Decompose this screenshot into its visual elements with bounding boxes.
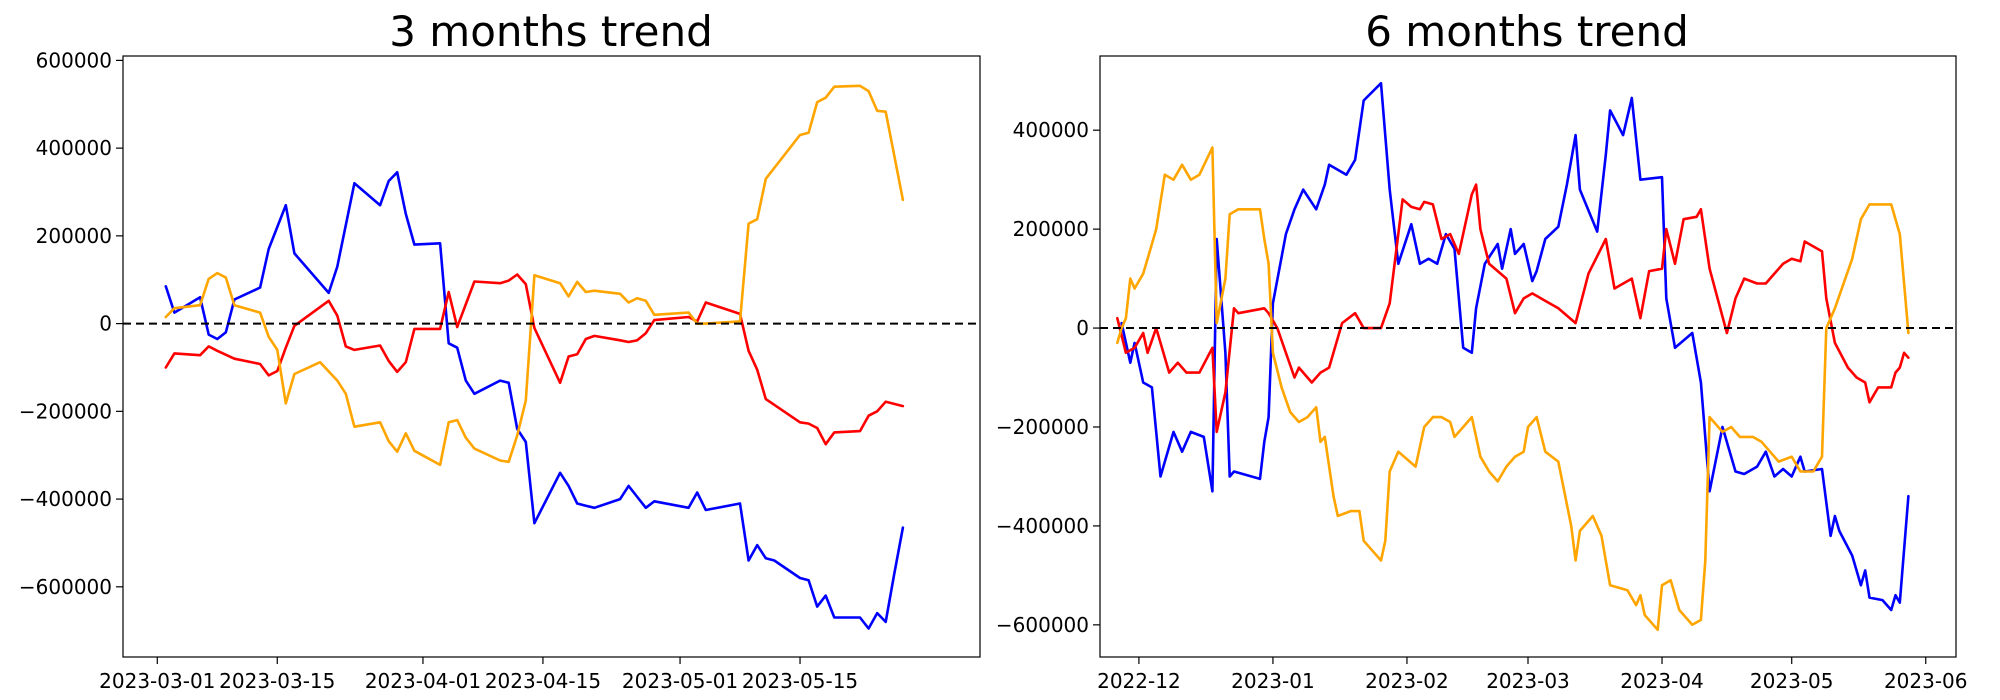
y-tick-label: 200000 [1013, 217, 1089, 241]
series-line-1 [164, 171, 905, 630]
chart-6-months: 6 months trend 2022-12 2023-01 2023-02 2023… [996, 7, 1968, 693]
y-tick-label: 600000 [36, 48, 112, 72]
series-line-2 [1116, 183, 1910, 434]
x-tick-label: 2023-05-01 [622, 669, 738, 693]
y-tick-label: −200000 [19, 399, 112, 423]
series-lines [123, 84, 980, 630]
y-tick-label: −600000 [19, 575, 112, 599]
series-line-2 [164, 273, 905, 446]
y-tick-label: 0 [99, 312, 112, 336]
plot-frame [122, 55, 981, 658]
series-lines [1100, 81, 1956, 632]
y-tick-label: −600000 [996, 613, 1089, 637]
series-line-3 [164, 84, 905, 467]
series-line-3 [1116, 146, 1910, 632]
y-tick-label: 400000 [1013, 118, 1089, 142]
y-tick-label: 200000 [36, 224, 112, 248]
x-tick-label: 2023-03-01 [99, 669, 215, 693]
axis-ticks: 2022-12 2023-01 2023-02 2023-03 2023-04 2023-… [996, 118, 1968, 693]
x-tick-label: 2023-04-01 [365, 669, 481, 693]
x-tick-label: 2023-01 [1231, 669, 1315, 693]
axis-ticks: 2023-03-01 2023-03-15 2023-04-01 2023-04-15… [19, 48, 858, 693]
y-tick-label: −400000 [996, 514, 1089, 538]
series-line-1 [1120, 81, 1910, 612]
y-tick-label: 400000 [36, 136, 112, 160]
x-tick-label: 2022-12 [1097, 669, 1181, 693]
x-tick-label: 2023-05 [1750, 669, 1834, 693]
chart-title: 6 months trend [1365, 7, 1689, 56]
x-tick-label: 2023-05-15 [742, 669, 858, 693]
x-tick-label: 2023-03-15 [219, 669, 335, 693]
y-tick-label: −200000 [996, 415, 1089, 439]
chart-title: 3 months trend [389, 7, 713, 56]
chart-3-months: 3 months trend 2023-03-01 2023-03-15 2023-… [19, 7, 981, 693]
x-tick-label: 2023-02 [1365, 669, 1449, 693]
y-tick-label: −400000 [19, 487, 112, 511]
x-tick-label: 2023-04-15 [485, 669, 601, 693]
x-tick-label: 2023-03 [1486, 669, 1570, 693]
y-tick-label: 0 [1076, 316, 1089, 340]
x-tick-label: 2023-06 [1884, 669, 1968, 693]
x-tick-label: 2023-04 [1620, 669, 1704, 693]
